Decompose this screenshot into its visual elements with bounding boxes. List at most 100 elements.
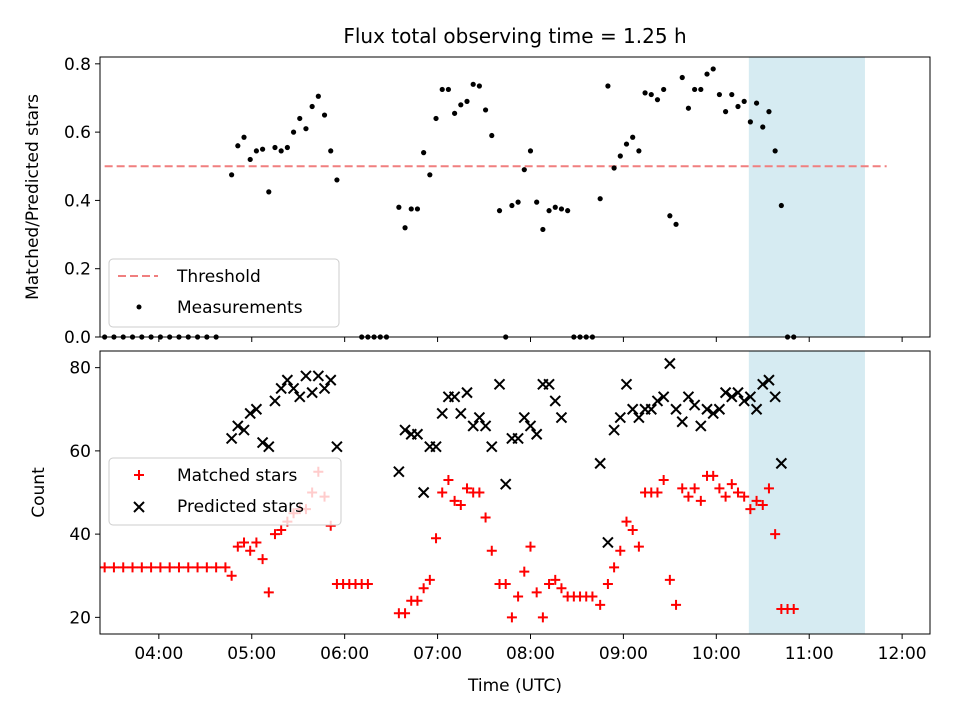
measurement-point — [433, 115, 439, 122]
predicted-star-point — [500, 478, 512, 490]
matched-star-point — [118, 562, 129, 573]
measurement-point — [704, 71, 710, 77]
matched-star-point — [550, 574, 561, 585]
measurement-point — [321, 112, 328, 118]
matched-star-point — [627, 524, 638, 535]
y-axis-label-ratio: Matched/Predicted stars — [23, 94, 43, 300]
legend-top-box — [108, 258, 340, 328]
matched-star-point — [633, 541, 644, 552]
measurement-point — [489, 132, 495, 139]
count-axes: 04:00 05:00 06:00 07:00 08:00 09:00 10:00 11:00… — [29, 350, 931, 696]
legend-measurement-marker — [136, 304, 142, 310]
matched-star-point — [461, 483, 472, 494]
measurement-point — [558, 206, 565, 212]
predicted-star-point — [512, 432, 524, 445]
legend-threshold-label: Threshold — [176, 267, 261, 287]
x-tick-label: 06:00 — [320, 644, 369, 664]
measurement-point — [408, 206, 414, 212]
y-axis-label-count: Count — [29, 467, 49, 518]
matched-star-point — [211, 562, 222, 573]
measurement-point — [414, 206, 421, 212]
legend-top: Threshold Measurements — [108, 258, 340, 328]
legend-predicted-label: Predicted stars — [177, 497, 304, 517]
predicted-star-point — [620, 378, 633, 391]
predicted-star-point — [244, 407, 256, 420]
measurement-point — [642, 90, 648, 96]
predicted-star-point — [417, 486, 430, 499]
matched-star-point — [714, 483, 725, 494]
predicted-star-point — [602, 536, 614, 549]
matched-star-point — [500, 579, 511, 590]
matched-star-point — [519, 566, 530, 577]
matched-star-point — [443, 475, 454, 486]
matched-star-point — [695, 495, 706, 506]
predicted-star-point — [633, 411, 645, 424]
matched-star-point — [108, 562, 119, 573]
matched-star-point — [544, 579, 555, 590]
predicted-star-point — [682, 391, 695, 403]
matched-star-point — [525, 541, 536, 552]
predicted-star-point — [448, 391, 461, 403]
y-tick-label: 40 — [69, 525, 91, 545]
matched-star-point — [732, 487, 743, 498]
predicted-star-point — [473, 411, 486, 424]
predicted-star-point — [549, 395, 561, 407]
x-tick-label: 07:00 — [413, 644, 462, 664]
measurement-point — [766, 109, 772, 115]
x-ticks-bottom: 04:00 05:00 06:00 07:00 08:00 09:00 10:00 11:00… — [134, 634, 927, 664]
measurement-point — [772, 148, 778, 154]
predicted-star-point — [294, 391, 306, 403]
legend-matched-label: Matched stars — [177, 466, 297, 486]
measurement-point — [482, 107, 489, 113]
matched-star-point — [486, 545, 497, 556]
matched-star-point — [412, 595, 423, 606]
predicted-star-point — [775, 457, 788, 470]
predicted-star-point — [530, 428, 543, 440]
y-ticks-bottom: 20 40 60 80 — [69, 359, 100, 628]
matched-star-point — [708, 470, 719, 481]
predicted-star-point — [250, 403, 263, 415]
measurement-point — [648, 91, 654, 98]
matched-star-point — [587, 591, 598, 602]
measurement-point — [241, 134, 247, 140]
predicted-star-point — [479, 420, 492, 432]
matched-star-point — [757, 499, 768, 510]
predicted-star-point — [524, 420, 537, 432]
measurement-point — [309, 103, 315, 110]
measurement-point — [396, 204, 402, 210]
predicted-star-point — [688, 399, 701, 411]
x-tick-label: 10:00 — [692, 644, 741, 664]
measurement-point — [515, 199, 521, 205]
matched-star-point — [155, 562, 166, 573]
predicted-star-point — [455, 407, 467, 420]
measurement-point — [760, 124, 766, 130]
measurement-point — [509, 202, 515, 209]
predicted-star-point — [543, 378, 555, 391]
y-tick-label: 0.4 — [64, 191, 91, 211]
predicted-star-point — [670, 403, 682, 415]
measurement-point — [527, 148, 534, 154]
matched-star-point — [480, 512, 491, 523]
measurement-point — [303, 126, 309, 132]
matched-star-point — [671, 599, 682, 610]
ratio-axes-frame — [99, 56, 931, 338]
matched-star-point — [276, 524, 287, 535]
predicted-star-point — [555, 411, 568, 424]
predicted-star-point — [281, 374, 294, 386]
matched-star-point — [136, 562, 147, 573]
predicted-star-point — [436, 407, 448, 420]
predicted-star-point — [757, 378, 769, 391]
measurement-point — [735, 103, 741, 110]
matched-star-point — [99, 562, 110, 573]
matched-star-point — [263, 587, 274, 598]
measurement-point — [716, 91, 723, 98]
matched-star-point — [615, 545, 626, 556]
measurement-point — [605, 83, 611, 89]
measurement-point — [452, 110, 458, 116]
y-tick-label: 20 — [69, 608, 91, 628]
x-tick-label: 09:00 — [599, 644, 648, 664]
predicted-star-point — [695, 420, 707, 432]
measurement-point — [692, 86, 698, 93]
predicted-star-point — [467, 420, 479, 432]
